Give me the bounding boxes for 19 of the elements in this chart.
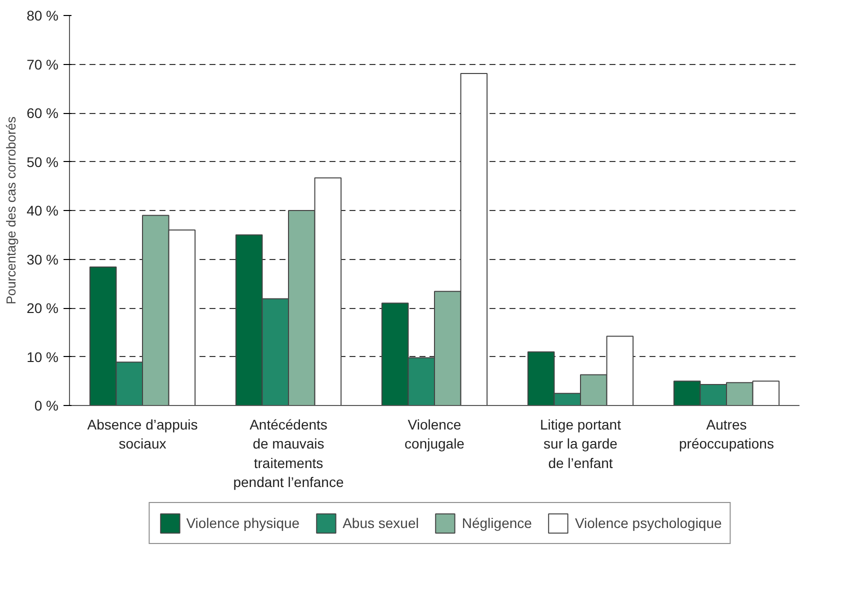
legend-label: Négligence bbox=[462, 515, 532, 531]
y-tick-label: 70 % bbox=[26, 56, 59, 72]
x-tick-label: Antécédents de mauvais traitements pendant l’enfance bbox=[233, 416, 344, 490]
legend-label: Abus sexuel bbox=[342, 515, 419, 531]
y-tick-label: 20 % bbox=[26, 300, 59, 316]
x-tick-label: Violence conjugale bbox=[404, 416, 465, 452]
y-tick-label: 40 % bbox=[26, 202, 59, 218]
x-tick-label: Autres préoccupations bbox=[679, 416, 774, 452]
y-tick-label: 10 % bbox=[26, 348, 59, 365]
legend-label: Violence psychologique bbox=[574, 515, 722, 531]
y-tick-label: 50 % bbox=[26, 154, 59, 170]
y-tick-label: 60 % bbox=[26, 105, 59, 121]
y-tick-label: 80 % bbox=[26, 8, 59, 24]
x-tick-label: Absence d’appuis sociaux bbox=[87, 416, 198, 452]
y-axis-title: Pourcentage des cas corroborés bbox=[4, 116, 19, 304]
x-tick-label: Litige portant sur la garde de l’enfant bbox=[540, 416, 622, 471]
y-tick-label: 0 % bbox=[34, 398, 58, 414]
legend-label: Violence physique bbox=[186, 515, 300, 531]
y-tick-label: 30 % bbox=[26, 251, 59, 268]
